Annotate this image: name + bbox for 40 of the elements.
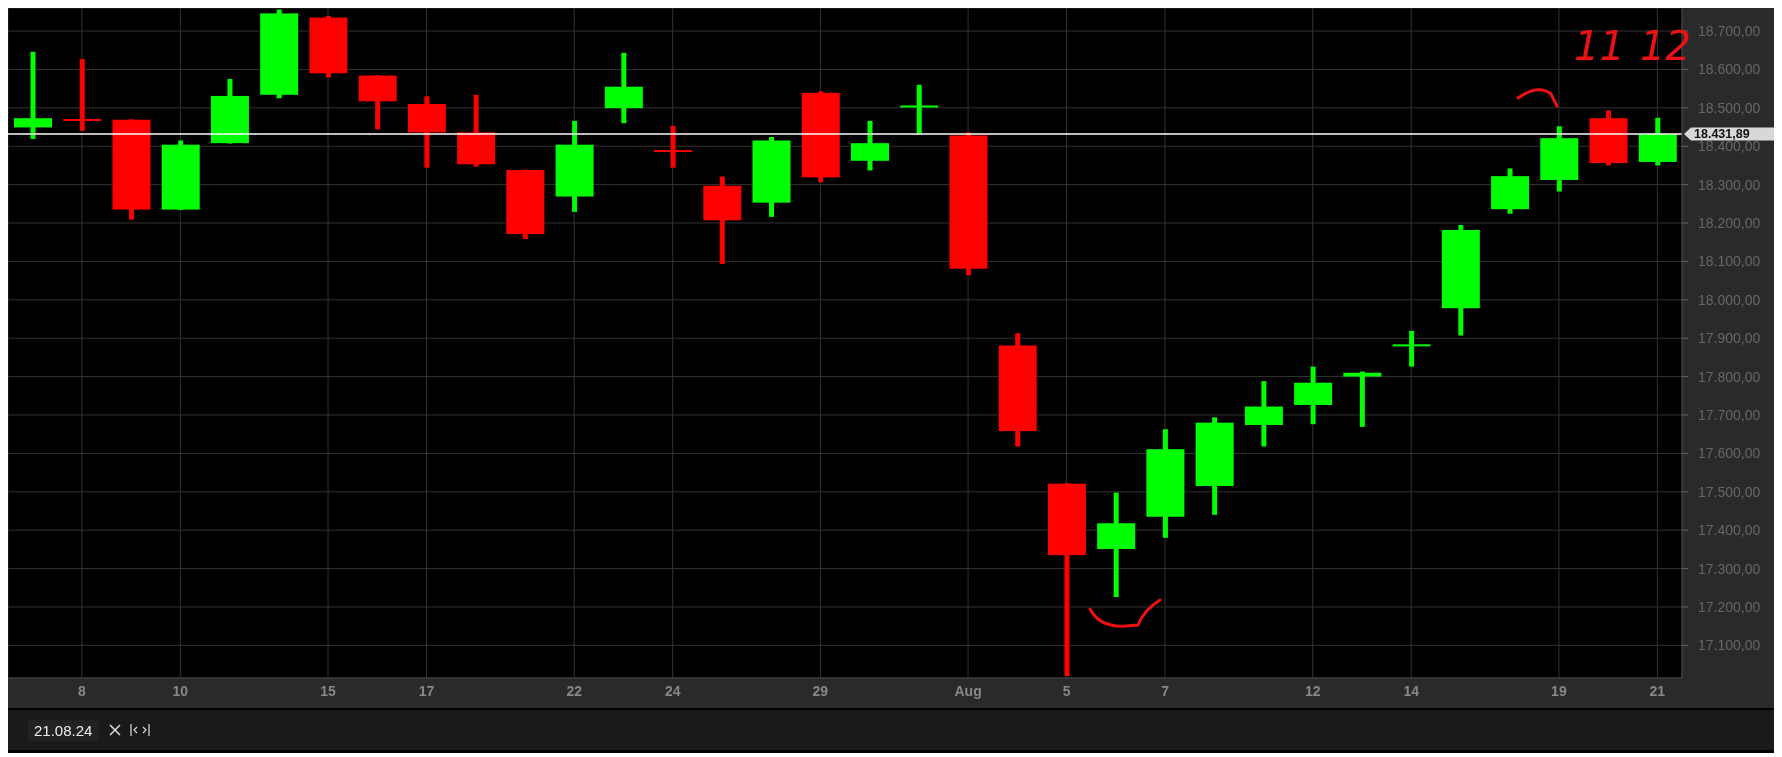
y-tick-label: 17.100,00 xyxy=(1698,637,1761,654)
x-tick-label: 7 xyxy=(1161,682,1170,699)
candlestick xyxy=(1343,371,1382,427)
candlestick xyxy=(1392,330,1431,367)
x-tick-label: 24 xyxy=(664,682,681,699)
y-tick-label: 18.200,00 xyxy=(1698,215,1761,232)
x-tick-label: 15 xyxy=(320,682,337,699)
x-tick-label: 12 xyxy=(1304,682,1321,699)
candlestick xyxy=(654,125,693,168)
y-tick-label: 18.000,00 xyxy=(1698,291,1761,308)
y-tick-label: 17.200,00 xyxy=(1698,598,1761,615)
y-tick-label: 17.300,00 xyxy=(1698,560,1761,577)
ref-line-label: 18.431,89 xyxy=(1694,127,1750,142)
x-tick-label: 29 xyxy=(812,682,829,699)
text: 21.08.24 xyxy=(28,719,99,741)
x-tick-label: 5 xyxy=(1062,682,1071,699)
y-tick-label: 18.600,00 xyxy=(1698,61,1761,78)
y-tick-label: 18.500,00 xyxy=(1698,99,1761,116)
y-tick-label: 17.400,00 xyxy=(1698,522,1761,539)
x-tick-label: 17 xyxy=(418,682,435,699)
y-tick-label: 17.700,00 xyxy=(1698,406,1761,423)
candlestick xyxy=(900,84,939,135)
y-tick-label: 18.700,00 xyxy=(1698,23,1761,40)
y-tick-label: 17.900,00 xyxy=(1698,330,1761,347)
x-tick-label: 14 xyxy=(1403,682,1420,699)
x-tick-label: 8 xyxy=(77,682,86,699)
annotation: 11 xyxy=(1574,23,1625,69)
x-tick-label: 21 xyxy=(1649,682,1666,699)
x-tick-label: 19 xyxy=(1551,682,1567,699)
x-tick-label: Aug xyxy=(954,682,982,699)
candlestick xyxy=(63,59,102,131)
x-tick-label: 22 xyxy=(566,682,583,699)
y-tick-label: 18.300,00 xyxy=(1698,176,1761,193)
y-tick-label: 17.500,00 xyxy=(1698,483,1761,500)
candlestick xyxy=(14,51,52,139)
y-tick-label: 17.800,00 xyxy=(1698,368,1761,385)
y-tick-label: 17.600,00 xyxy=(1698,445,1761,462)
annotation: 12 xyxy=(1640,23,1691,69)
x-tick-label: 10 xyxy=(172,682,189,699)
y-tick-label: 18.100,00 xyxy=(1698,253,1761,270)
